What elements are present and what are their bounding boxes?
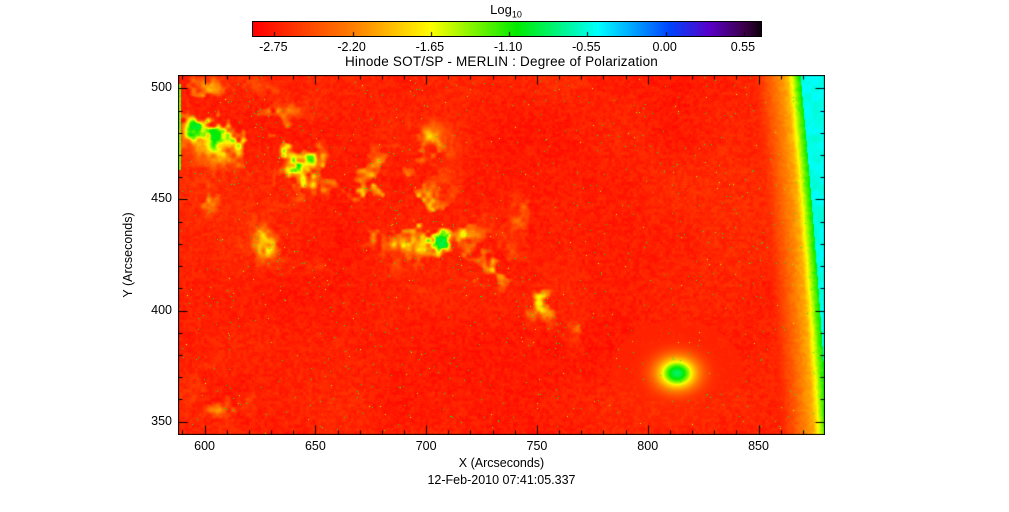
colorbar-tick-label: -2.20: [337, 40, 366, 54]
x-tick-label: 700: [415, 439, 437, 453]
plot-title: Hinode SOT/SP - MERLIN : Degree of Polar…: [344, 54, 659, 69]
colorbar-tick-label: -2.75: [259, 40, 288, 54]
x-tick-label: 600: [194, 439, 215, 453]
x-tick-label: 750: [526, 439, 548, 453]
colorbar-tick-label: -1.10: [493, 40, 523, 54]
x-tick-label: 850: [748, 439, 769, 453]
y-tick-label: 400: [151, 302, 172, 317]
colorbar-tick-label: -1.65: [415, 40, 445, 54]
x-tick-label: 800: [637, 439, 659, 453]
colorbar-title-text: Log: [490, 2, 512, 17]
x-axis-label: X (Arcseconds): [458, 456, 545, 470]
y-axis-label: Y (Arcseconds): [121, 212, 135, 298]
colorbar-tick-label: -0.55: [572, 40, 601, 54]
x-tick-label: 650: [304, 439, 326, 453]
polarization-heatmap: [178, 75, 825, 435]
colorbar-title: Log10: [252, 2, 760, 20]
colorbar-gradient: [252, 21, 762, 37]
y-tick-label: 350: [151, 413, 172, 428]
y-tick-label: 450: [151, 191, 172, 206]
y-tick-label: 500: [151, 80, 172, 95]
colorbar-title-subscript: 10: [511, 9, 522, 20]
observation-timestamp: 12-Feb-2010 07:41:05.337: [427, 473, 576, 487]
colorbar-tick-label: 0.00: [652, 40, 677, 54]
colorbar-tick-label: 0.55: [730, 40, 756, 54]
